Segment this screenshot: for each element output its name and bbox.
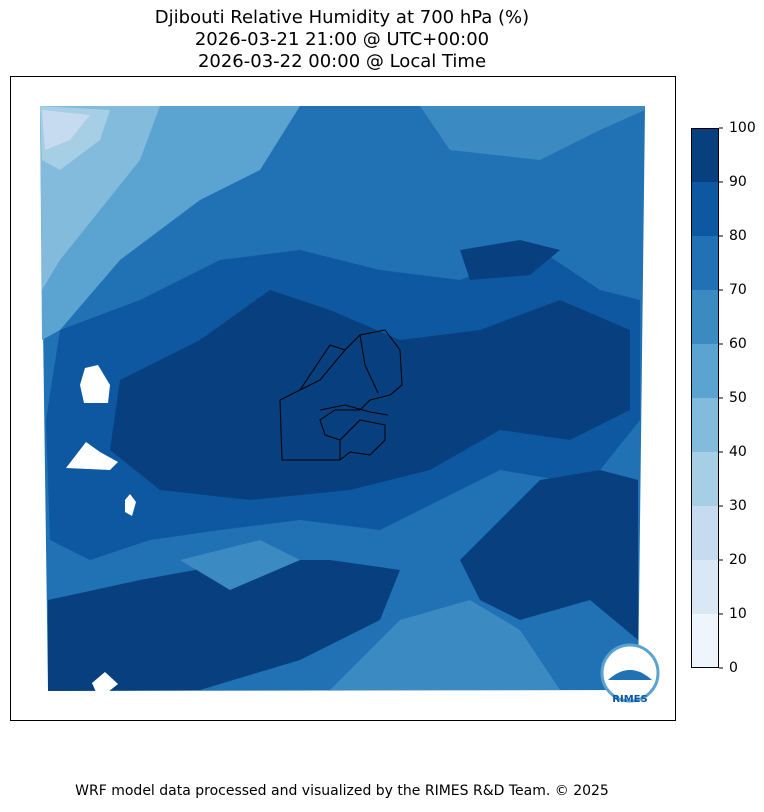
colorbar-bin [691, 452, 719, 506]
colorbar-bin [691, 560, 719, 614]
colorbar-bin [691, 128, 719, 182]
colorbar-tick-label: 60 [729, 336, 747, 352]
title-line: 2026-03-21 21:00 @ UTC+00:00 [195, 29, 489, 50]
title-line: Djibouti Relative Humidity at 700 hPa (%… [155, 7, 529, 28]
title-line: 2026-03-22 00:00 @ Local Time [198, 51, 486, 72]
logo: RIMES [600, 643, 660, 705]
colorbar-tick-label: 50 [729, 390, 747, 406]
colorbar-bin [691, 182, 719, 236]
colorbar-tick-label: 100 [729, 120, 756, 136]
colorbar-tick-label: 40 [729, 444, 747, 460]
colorbar-bin [691, 344, 719, 398]
colorbar-bin [691, 506, 719, 560]
colorbar-frame [691, 128, 719, 668]
colorbar-tick-label: 70 [729, 282, 747, 298]
colorbar-bin [691, 398, 719, 452]
colorbar-bin [691, 290, 719, 344]
colorbar-bin [691, 614, 719, 668]
colorbar-tick-label: 20 [729, 552, 747, 568]
footer: WRF model data processed and visualized … [75, 783, 609, 799]
colorbar-tick-label: 80 [729, 228, 747, 244]
colorbar-tick-label: 30 [729, 498, 747, 514]
colorbar-tick-label: 10 [729, 606, 747, 622]
colorbar-tick-label: 90 [729, 174, 747, 190]
logo-text: RIMES [612, 694, 647, 705]
map-field [40, 106, 645, 692]
colorbar: 0 10 20 30 40 50 60 70 80 90 100 [691, 120, 756, 676]
colorbar-tick-label: 0 [729, 660, 738, 676]
colorbar-bin [691, 236, 719, 290]
